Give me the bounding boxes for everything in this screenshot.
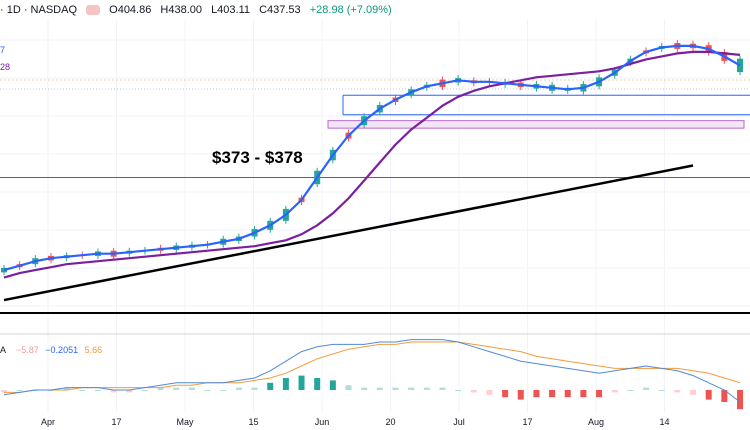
macd-histogram-bar [423, 387, 430, 390]
macd-histogram-bar [502, 390, 509, 398]
macd-value-1: −5.87 [16, 345, 39, 355]
low-value: L403.11 [211, 4, 251, 16]
close-value: C437.53 [259, 4, 301, 16]
change-value: +28.98 (+7.09%) [309, 4, 392, 16]
x-tick-label: Aug [588, 417, 604, 427]
macd-histogram-bar [63, 387, 70, 390]
macd-label: A [0, 345, 7, 355]
macd-histogram-bar [188, 387, 195, 390]
x-tick-label: 14 [659, 417, 669, 427]
trendline [3, 164, 694, 302]
macd-histogram-bar [79, 390, 86, 391]
x-tick-label: Apr [41, 417, 55, 427]
slow-ma-line [3, 50, 741, 279]
macd-signal-line [4, 341, 741, 393]
macd-histogram-bar [361, 387, 368, 390]
macd-histogram-bar [690, 390, 697, 395]
macd-line [3, 339, 741, 403]
macd-histogram-bar [314, 378, 321, 390]
macd-histogram-bar [439, 387, 446, 390]
macd-histogram-bar [564, 390, 571, 398]
macd-histogram-bar [251, 387, 258, 390]
support-zone [327, 120, 745, 129]
macd-histogram-bar [282, 378, 289, 390]
market-status-icon [86, 5, 101, 16]
macd-histogram-bar [580, 390, 587, 398]
fast-ma-label: 7 [0, 45, 6, 55]
macd-histogram-bar [16, 390, 23, 391]
macd-histogram-bar [408, 387, 415, 390]
candle-body [1, 267, 7, 273]
symbol-line: · 1D · NASDAQ [0, 4, 78, 16]
x-tick-label: 17 [111, 417, 121, 427]
macd-histogram-bar [329, 380, 336, 390]
macd-histogram-bar [658, 390, 665, 391]
high-value: H438.00 [160, 4, 202, 16]
macd-histogram-bar [220, 390, 227, 391]
macd-histogram-bar [110, 390, 117, 393]
macd-histogram-bar [611, 390, 618, 393]
macd-value-2: −0.2051 [45, 345, 79, 355]
macd-histogram-bar [533, 390, 540, 398]
macd-histogram-bar [376, 387, 383, 390]
x-tick-label: May [176, 417, 194, 427]
macd-value-3: 5.66 [84, 345, 103, 355]
x-tick-label: 20 [385, 417, 395, 427]
macd-histogram-bar [141, 390, 148, 391]
macd-histogram-bar [157, 387, 164, 390]
x-tick-label: 17 [522, 417, 532, 427]
macd-histogram-bar [737, 390, 743, 410]
macd-histogram-bar [1, 390, 7, 393]
macd-histogram-bar [549, 390, 556, 398]
macd-histogram-bar [235, 387, 242, 390]
fast-ma-line [3, 44, 741, 272]
macd-histogram-bar [470, 390, 477, 393]
macd-histogram-bar [643, 387, 650, 390]
macd-histogram-bar [455, 390, 462, 391]
macd-histogram-bar [204, 390, 211, 391]
ohlc-header: · 1D · NASDAQ O404.86 H438.00 L403.11 C4… [0, 4, 398, 16]
macd-histogram-bar [94, 390, 101, 391]
price-zone-annotation: $373 - $378 [212, 148, 303, 167]
macd-histogram-bar [126, 390, 133, 393]
x-tick-label: 15 [248, 417, 258, 427]
macd-histogram-bar [517, 390, 524, 400]
x-tick-label: Jun [315, 417, 330, 427]
macd-header: −5.87 −0.2051 5.66 [16, 345, 102, 355]
x-tick-label: Jul [453, 417, 465, 427]
macd-histogram-bar [392, 387, 399, 390]
open-value: O404.86 [109, 4, 152, 16]
slow-ma-label: 28 [0, 62, 11, 72]
macd-histogram-bar [298, 375, 305, 390]
macd-histogram-bar [674, 390, 681, 393]
macd-histogram-bar [627, 390, 634, 391]
macd-histogram-bar [173, 387, 180, 390]
macd-histogram-bar [486, 390, 493, 395]
macd-histogram-bar [596, 390, 603, 398]
macd-histogram-bar [345, 385, 352, 390]
macd-histogram-bar [705, 390, 712, 400]
macd-histogram-bar [267, 382, 274, 390]
macd-histogram-bar [721, 390, 728, 402]
